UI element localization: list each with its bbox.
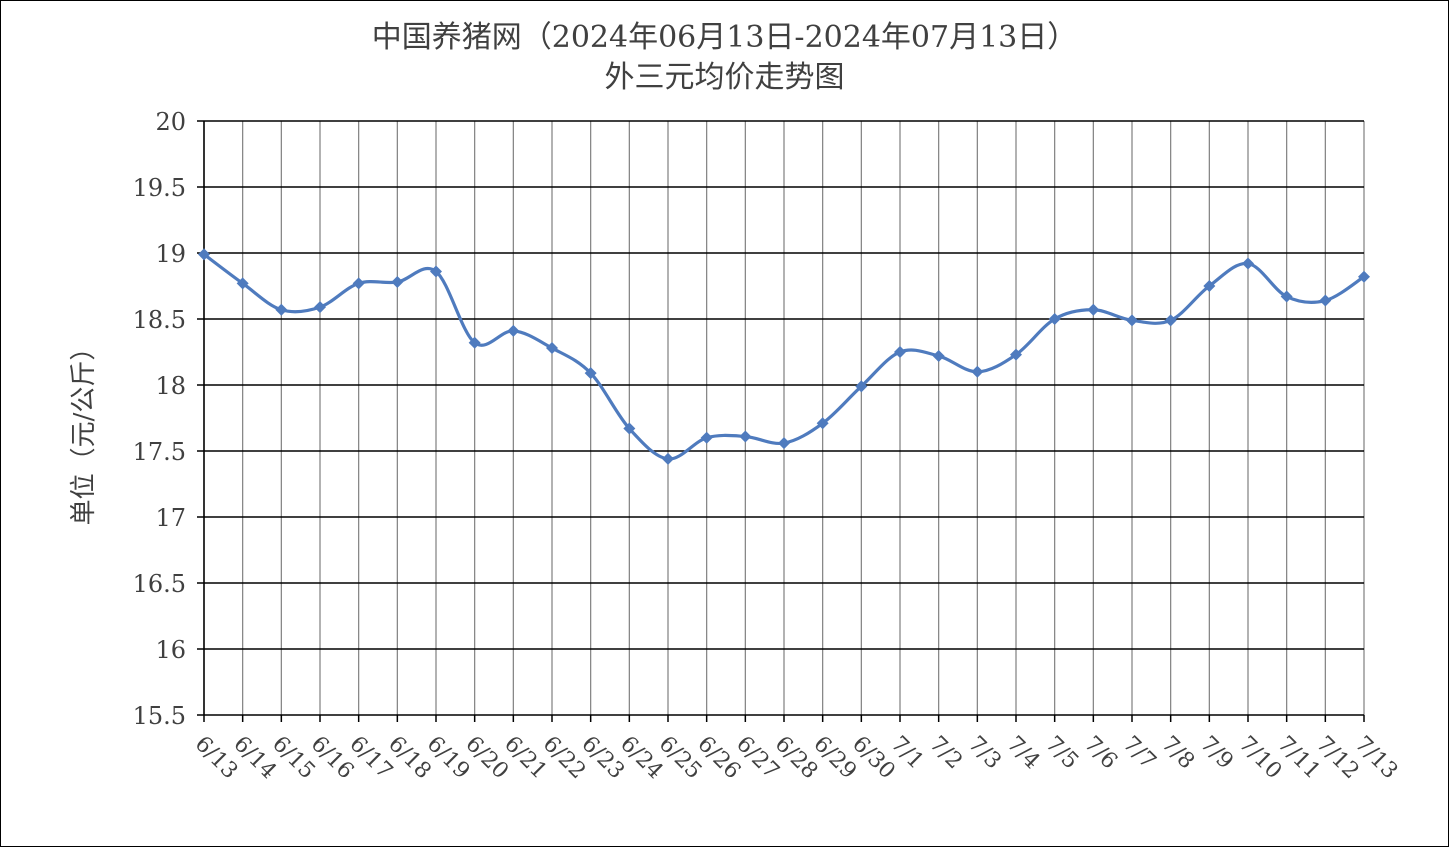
- data-point-marker: [1280, 290, 1293, 303]
- x-tick-label: 6/25: [654, 732, 707, 785]
- x-tick-label: 6/17: [344, 732, 397, 785]
- x-tick-label: 6/18: [383, 732, 436, 785]
- x-tick-label: 6/19: [422, 732, 475, 785]
- data-point-marker: [1126, 314, 1138, 327]
- x-tick-label: 6/26: [692, 732, 745, 785]
- x-tick-label: 6/13: [190, 732, 243, 785]
- data-point-marker: [739, 430, 752, 443]
- x-tick-label: 7/6: [1079, 732, 1122, 775]
- data-point-marker: [507, 324, 520, 337]
- chart-subtitle: 外三元均价走势图: [604, 60, 845, 95]
- x-tick-label: 6/14: [228, 732, 281, 785]
- data-point-marker: [1087, 303, 1100, 316]
- data-point-marker: [700, 431, 713, 444]
- x-tick-label: 7/11: [1272, 732, 1325, 785]
- data-point-marker: [275, 303, 288, 316]
- series: [198, 248, 1370, 465]
- data-point-marker: [468, 336, 481, 349]
- data-point-marker: [1319, 294, 1332, 307]
- y-tick-label: 17.5: [133, 438, 186, 466]
- data-point-marker: [662, 452, 674, 465]
- y-tick-label: 16: [155, 636, 186, 664]
- x-tick-label: 6/21: [499, 732, 552, 785]
- x-tick-label: 7/13: [1350, 732, 1403, 785]
- data-point-marker: [932, 349, 945, 362]
- data-point-marker: [1164, 314, 1177, 327]
- x-tick-label: 7/4: [1002, 732, 1045, 775]
- data-point-marker: [236, 277, 249, 290]
- y-tick-label: 15.5: [133, 702, 186, 730]
- data-point-marker: [816, 417, 829, 430]
- data-point-marker: [894, 346, 906, 358]
- y-tick-label: 18.5: [133, 306, 186, 334]
- x-tick-label: 6/30: [847, 732, 900, 785]
- data-point-marker: [352, 277, 365, 290]
- chart-title: 中国养猪网（2024年06月13日-2024年07月13日）: [371, 20, 1078, 55]
- data-point-marker: [1048, 313, 1061, 325]
- x-tick-label: 7/7: [1118, 732, 1161, 775]
- y-tick-label: 17: [155, 504, 186, 532]
- grid: [204, 120, 1365, 715]
- x-tick-label: 6/16: [306, 732, 359, 785]
- x-tick-label: 7/12: [1311, 732, 1364, 785]
- x-tick-label: 6/22: [538, 732, 591, 785]
- x-tick-label: 6/15: [267, 732, 320, 785]
- x-tick-label: 6/20: [460, 732, 513, 785]
- data-point-marker: [198, 248, 210, 261]
- y-tick-labels: 15.5 16 16.5 17 17.5 18 18.5 19 19.5 20: [133, 108, 186, 730]
- data-point-marker: [584, 367, 597, 380]
- data-point-marker: [1010, 348, 1022, 361]
- data-point-marker: [1203, 280, 1216, 292]
- x-tick-label: 6/24: [615, 732, 668, 785]
- y-tick-label: 19: [155, 240, 186, 268]
- y-tick-label: 20: [155, 108, 186, 136]
- data-point-marker: [430, 265, 442, 278]
- data-point-marker: [1358, 270, 1370, 283]
- x-tick-label: 6/23: [576, 732, 629, 785]
- y-tick-label: 18: [155, 372, 186, 400]
- data-point-marker: [971, 365, 984, 378]
- axes: [197, 120, 1365, 722]
- x-tick-label: 6/28: [770, 732, 823, 785]
- x-tick-label: 7/5: [1040, 732, 1083, 775]
- data-point-marker: [546, 342, 558, 355]
- y-tick-label: 16.5: [133, 570, 186, 598]
- data-point-marker: [314, 301, 326, 314]
- x-tick-label: 7/9: [1195, 732, 1238, 775]
- data-point-marker: [1242, 257, 1254, 270]
- data-point-marker: [855, 380, 868, 393]
- x-tick-label: 6/29: [808, 732, 861, 785]
- x-tick-label: 6/27: [731, 732, 784, 785]
- x-tick-label: 7/10: [1234, 732, 1287, 785]
- x-tick-label: 7/8: [1156, 732, 1199, 775]
- data-point-marker: [623, 422, 636, 435]
- x-tick-label: 7/2: [924, 732, 967, 775]
- x-tick-labels: 6/136/146/156/166/176/186/196/206/216/22…: [190, 732, 1403, 785]
- data-point-marker: [778, 437, 790, 450]
- y-axis-label: 单位（元/公斤）: [69, 335, 99, 526]
- data-point-marker: [391, 276, 404, 289]
- y-tick-label: 19.5: [133, 174, 186, 202]
- x-tick-label: 7/3: [963, 732, 1006, 775]
